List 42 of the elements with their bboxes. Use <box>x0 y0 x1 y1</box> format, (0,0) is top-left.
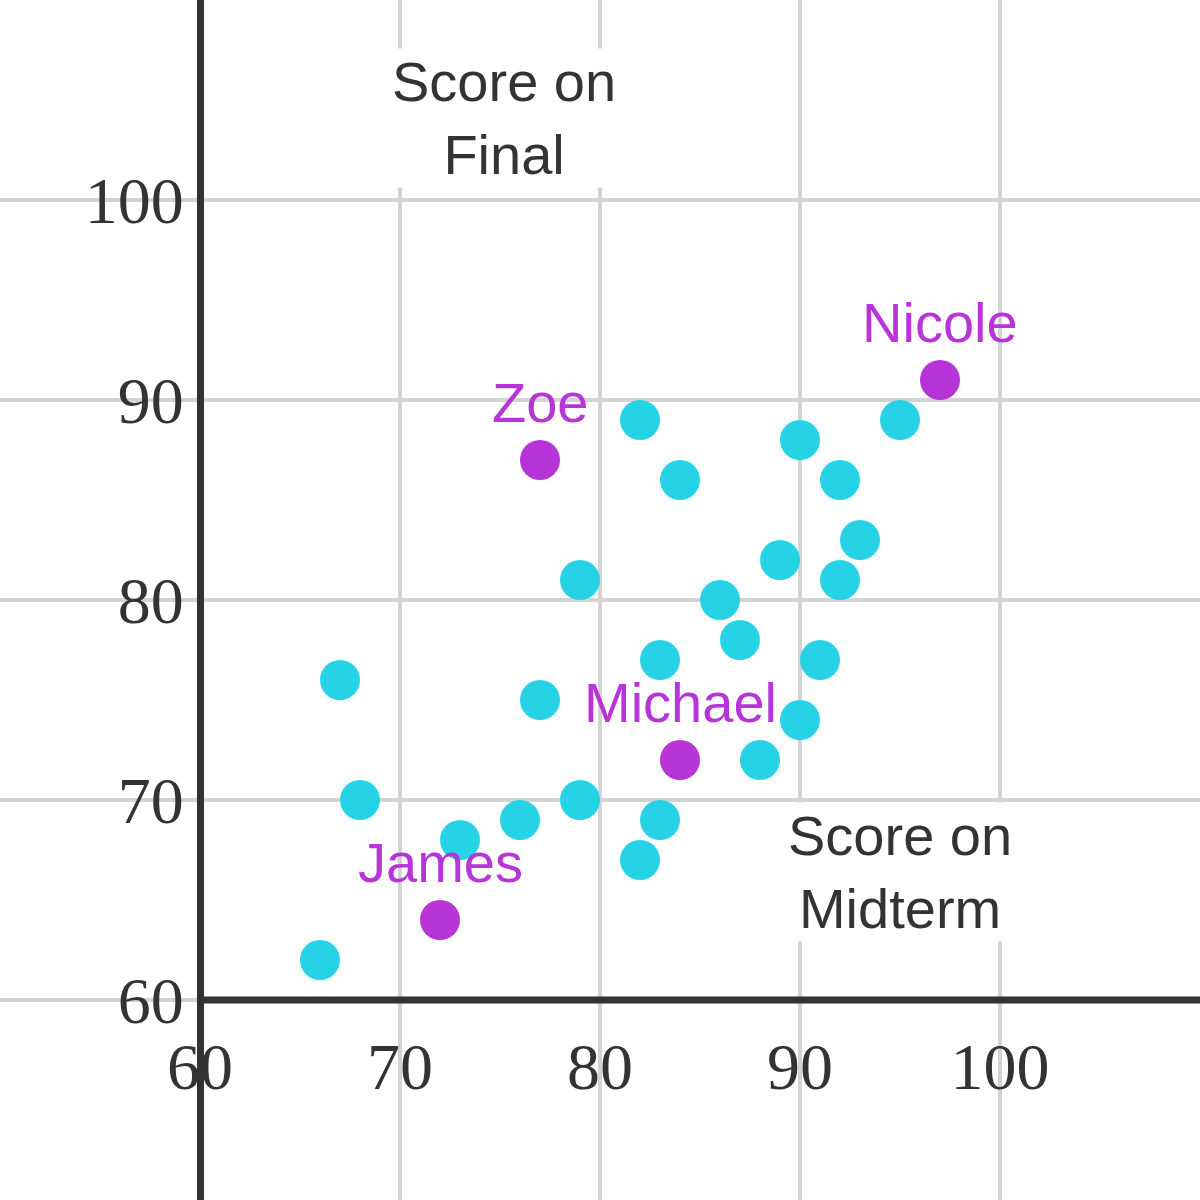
point <box>780 700 820 740</box>
point <box>520 680 560 720</box>
point <box>740 740 780 780</box>
point <box>780 420 820 460</box>
y-tick-label: 80 <box>117 564 184 638</box>
point <box>880 400 920 440</box>
point <box>660 460 700 500</box>
point <box>840 520 880 560</box>
y-axis-title: Score on Final <box>392 50 617 186</box>
point <box>640 800 680 840</box>
point <box>700 580 740 620</box>
point <box>620 840 660 880</box>
annotation: Zoe <box>492 371 589 434</box>
annotation: Michael <box>584 671 777 734</box>
x-tick-label: 90 <box>767 1030 833 1103</box>
point <box>300 940 340 980</box>
point <box>640 640 680 680</box>
point <box>420 900 460 940</box>
annotation: Nicole <box>862 291 1018 354</box>
point <box>620 400 660 440</box>
point <box>560 560 600 600</box>
point <box>500 800 540 840</box>
y-tick-label: 90 <box>117 364 184 438</box>
point <box>340 780 380 820</box>
point <box>820 560 860 600</box>
annotation: James <box>358 831 523 894</box>
point <box>760 540 800 580</box>
point <box>820 460 860 500</box>
y-tick-label: 100 <box>84 164 184 238</box>
point <box>320 660 360 700</box>
y-tick-label: 60 <box>117 964 184 1038</box>
point <box>920 360 960 400</box>
x-tick-label: 70 <box>367 1030 433 1103</box>
point <box>800 640 840 680</box>
point <box>560 780 600 820</box>
x-tick-label: 80 <box>567 1030 633 1103</box>
y-tick-label: 70 <box>117 764 184 838</box>
point <box>520 440 560 480</box>
x-axis-title: Score on Midterm <box>788 804 1013 940</box>
x-tick-label: 100 <box>950 1030 1050 1103</box>
point <box>720 620 760 660</box>
point <box>660 740 700 780</box>
